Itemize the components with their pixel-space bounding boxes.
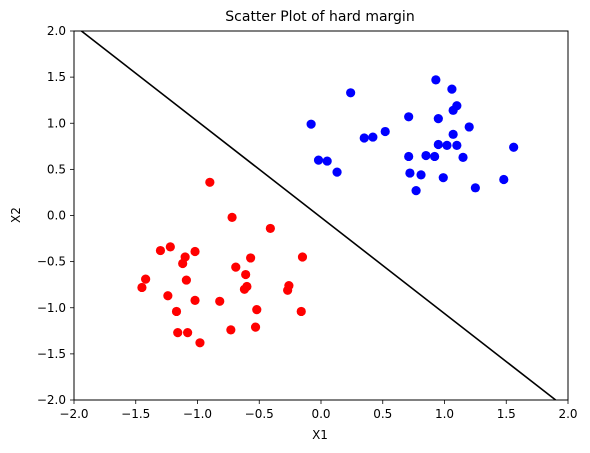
data-point	[205, 177, 215, 187]
data-point	[431, 75, 441, 85]
data-point	[246, 253, 256, 263]
data-point	[306, 119, 316, 129]
y-tick-label: 1.5	[47, 70, 66, 84]
data-point	[332, 167, 342, 177]
data-point	[141, 274, 151, 284]
x-tick-label: 0.5	[373, 407, 392, 421]
data-point	[231, 262, 241, 272]
data-point	[430, 151, 440, 162]
y-tick-label: 0.0	[47, 209, 66, 223]
data-point	[250, 322, 261, 332]
y-tick-label: 2.0	[47, 24, 66, 38]
data-point	[181, 275, 191, 285]
data-point	[448, 129, 458, 139]
data-point	[368, 132, 378, 142]
data-point	[171, 306, 182, 317]
x-tick-label: −1.0	[183, 407, 212, 421]
x-axis-label: X1	[312, 428, 328, 442]
data-point	[447, 84, 457, 94]
data-point	[195, 338, 205, 348]
data-point	[404, 151, 414, 162]
data-point	[155, 245, 166, 256]
data-point	[346, 88, 356, 98]
data-point	[404, 112, 414, 122]
data-point	[173, 328, 183, 338]
data-point	[297, 252, 308, 262]
data-point	[190, 246, 200, 257]
y-tick-label: −0.5	[37, 255, 66, 269]
data-point	[239, 284, 250, 294]
data-point	[137, 282, 147, 293]
chart-title: Scatter Plot of hard margin	[225, 9, 414, 25]
y-tick-label: −1.0	[37, 301, 66, 315]
data-point	[226, 325, 236, 335]
data-point	[178, 258, 188, 269]
x-tick-label: 0.0	[311, 407, 330, 421]
data-point	[359, 133, 369, 143]
data-point	[380, 126, 390, 137]
data-point	[241, 269, 251, 280]
data-point	[458, 152, 468, 162]
data-point	[296, 306, 306, 317]
x-tick-label: −0.5	[245, 407, 274, 421]
x-tick-label: −2.0	[59, 407, 88, 421]
y-tick-label: 0.5	[47, 162, 66, 176]
data-point	[252, 304, 262, 315]
plot-frame	[73, 30, 569, 401]
data-point	[442, 140, 452, 150]
data-point	[183, 328, 193, 338]
data-point	[438, 173, 448, 183]
data-point	[163, 291, 173, 301]
data-point	[509, 142, 519, 152]
plot-marks	[80, 31, 557, 400]
data-point	[452, 140, 462, 150]
data-point	[433, 139, 443, 150]
y-tick-label: 1.0	[47, 116, 66, 130]
y-tick-label: −1.5	[37, 347, 66, 361]
y-tick-label: −2.0	[37, 393, 66, 407]
x-tick-label: 2.0	[558, 407, 577, 421]
data-point	[283, 285, 293, 295]
data-point	[215, 296, 225, 306]
data-point	[433, 114, 443, 124]
x-tick-label: 1.5	[497, 407, 516, 421]
data-point	[405, 168, 415, 178]
data-point	[421, 150, 431, 161]
data-point	[470, 183, 480, 193]
data-point	[322, 156, 332, 166]
data-point	[227, 212, 237, 222]
series-0	[306, 75, 519, 196]
data-point	[499, 174, 509, 185]
decision-boundary-line	[80, 31, 557, 400]
data-point	[416, 170, 426, 180]
series-1	[137, 177, 308, 348]
data-point	[313, 155, 324, 165]
data-point	[265, 223, 275, 234]
axis-ticks: −2.0 −1.5 −1.0 −0.5 0.0 0.5 1.0 1.5 2.0 −2.0 −1.5 −…	[37, 24, 578, 421]
x-tick-label: 1.0	[435, 407, 454, 421]
data-point	[464, 122, 474, 132]
data-point	[411, 185, 421, 196]
data-point	[448, 105, 458, 115]
y-axis-label: X2	[9, 207, 23, 223]
x-tick-label: −1.5	[121, 407, 150, 421]
data-point	[165, 242, 175, 252]
data-point	[190, 295, 200, 305]
